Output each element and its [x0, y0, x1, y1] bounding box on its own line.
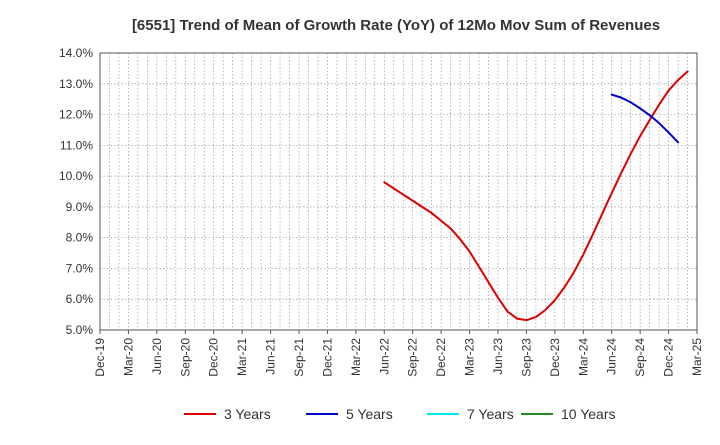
legend: 3 Years 5 Years 7 Years 10 Years — [184, 406, 616, 422]
x-tick-label: Jun-21 — [264, 338, 278, 375]
y-tick-label: 13.0% — [59, 77, 93, 91]
axis-layer: 5.0% 6.0% 7.0% 8.0% 9.0% 10.0% 11.0% 12.0% 13.0%… — [59, 46, 704, 377]
y-tick-label: 8.0% — [66, 231, 94, 245]
x-tick-label: Mar-20 — [121, 338, 135, 376]
grid-layer — [100, 53, 697, 330]
x-tick-label: Jun-20 — [150, 338, 164, 375]
y-tick-label: 10.0% — [59, 169, 93, 183]
series-line-3-years — [383, 70, 689, 322]
x-tick-label: Dec-21 — [320, 338, 334, 377]
x-tick-label: Dec-23 — [548, 338, 562, 377]
y-tick-label: 5.0% — [66, 323, 94, 337]
x-tick-label: Dec-22 — [434, 338, 448, 377]
x-tick-label: Mar-24 — [576, 338, 590, 376]
plot-area-frame — [99, 52, 698, 331]
legend-label-10-years: 10 Years — [561, 406, 616, 422]
y-tick-label: 7.0% — [66, 261, 94, 275]
y-tick-label: 11.0% — [60, 138, 93, 152]
y-tick-label: 6.0% — [66, 292, 94, 306]
x-tick-label: Mar-23 — [463, 338, 477, 376]
legend-label-3-years: 3 Years — [224, 406, 271, 422]
x-tick-label: Sep-22 — [406, 338, 420, 377]
x-tick-label: Sep-23 — [519, 338, 533, 377]
legend-label-5-years: 5 Years — [346, 406, 393, 422]
series-line-5-years — [610, 93, 680, 144]
x-tick-label: Sep-21 — [292, 338, 306, 377]
legend-label-7-years: 7 Years — [467, 406, 514, 422]
x-tick-label: Dec-19 — [93, 338, 107, 377]
y-tick-label: 12.0% — [59, 108, 93, 122]
x-tick-label: Dec-24 — [662, 338, 676, 377]
x-tick-label: Jun-23 — [491, 338, 505, 375]
chart-title: [6551] Trend of Mean of Growth Rate (YoY… — [132, 17, 660, 34]
x-tick-label: Sep-24 — [633, 338, 647, 377]
series-layer — [383, 70, 689, 322]
x-tick-label: Mar-21 — [235, 338, 249, 376]
x-tick-label: Mar-25 — [690, 338, 704, 376]
x-tick-label: Dec-20 — [207, 338, 221, 377]
x-tick-label: Jun-22 — [377, 338, 391, 375]
x-tick-label: Sep-20 — [178, 338, 192, 377]
x-tick-label: Mar-22 — [349, 338, 363, 376]
y-tick-label: 14.0% — [59, 46, 93, 60]
x-tick-label: Jun-24 — [605, 338, 619, 375]
y-tick-label: 9.0% — [66, 200, 94, 214]
